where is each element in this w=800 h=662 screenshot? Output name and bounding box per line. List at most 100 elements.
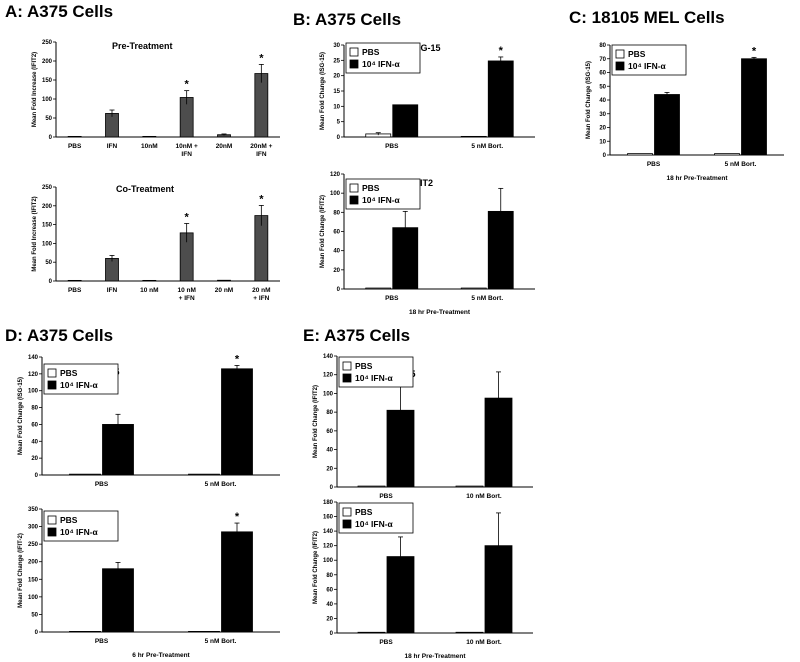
chart-a-0: 0 50 100 150 200 250 Mean Fold Increase (IFIT2… bbox=[32, 40, 280, 158]
significance-star: * bbox=[235, 353, 240, 365]
y-tick-label: 20 bbox=[326, 616, 333, 622]
chart-e-8: 0 20 40 60 80 100 120 140 160 180 Mean Fold Change… bbox=[313, 500, 533, 660]
y-tick-label: 10 bbox=[333, 104, 340, 110]
legend-label: 10⁴ IFN-α bbox=[362, 195, 401, 205]
legend-swatch bbox=[349, 183, 359, 193]
bar bbox=[188, 473, 220, 476]
legend-swatch bbox=[349, 59, 359, 69]
bar bbox=[357, 485, 386, 488]
y-tick-label: 100 bbox=[323, 391, 334, 397]
bar bbox=[392, 227, 419, 290]
x-axis-label: 18 hr Pre-Treatment bbox=[404, 653, 466, 660]
y-tick-label: 40 bbox=[599, 98, 606, 104]
y-tick-label: 100 bbox=[42, 97, 53, 103]
bar bbox=[357, 631, 386, 634]
legend-swatch bbox=[349, 195, 359, 205]
significance-star: * bbox=[185, 79, 190, 91]
significance-star: * bbox=[499, 45, 504, 57]
bar bbox=[392, 104, 419, 138]
category-label: 10 nM bbox=[140, 287, 158, 294]
category-label: 20nM bbox=[216, 143, 233, 150]
y-tick-label: 50 bbox=[45, 260, 52, 266]
legend-swatch bbox=[342, 361, 352, 371]
y-tick-label: 200 bbox=[28, 560, 39, 566]
y-tick-label: 100 bbox=[323, 558, 334, 564]
y-tick-label: 0 bbox=[337, 287, 341, 293]
y-tick-label: 140 bbox=[28, 355, 39, 361]
category-label: PBS bbox=[379, 639, 393, 646]
y-tick-label: 0 bbox=[330, 485, 334, 491]
chart-a-1: 0 50 100 150 200 250 Mean Fold Increase (IFIT2… bbox=[32, 184, 280, 302]
y-tick-label: 40 bbox=[326, 602, 333, 608]
significance-star: * bbox=[185, 211, 190, 223]
legend-swatch bbox=[349, 47, 359, 57]
legend-swatch bbox=[47, 515, 57, 525]
legend-swatch bbox=[47, 368, 57, 378]
category-label: 5 nM Bort. bbox=[205, 481, 237, 488]
y-tick-label: 200 bbox=[42, 59, 53, 65]
chart-title: ISG-15 bbox=[412, 43, 441, 53]
bar bbox=[142, 135, 157, 138]
y-tick-label: 60 bbox=[326, 587, 333, 593]
x-axis-label: 18 hr Pre-Treatment bbox=[409, 309, 471, 316]
chart-d-6: 0 50 100 150 200 250 300 350 Mean Fold Change (I… bbox=[18, 507, 280, 659]
y-tick-label: 30 bbox=[599, 112, 606, 118]
category-label: 5 nM Bort. bbox=[725, 161, 757, 168]
y-tick-label: 60 bbox=[31, 422, 38, 428]
chart-e-7: 0 20 40 60 80 100 120 140 Mean Fold Change (IFIT… bbox=[313, 354, 533, 500]
y-tick-label: 5 bbox=[337, 120, 341, 126]
y-axis-label: Mean Fold Change (ISG-15) bbox=[320, 52, 326, 130]
y-tick-label: 120 bbox=[323, 544, 334, 550]
bar bbox=[221, 531, 253, 633]
legend: PBS 10⁴ IFN-α bbox=[345, 178, 421, 210]
y-tick-label: 20 bbox=[31, 456, 38, 462]
legend-swatch bbox=[342, 373, 352, 383]
legend-label: PBS bbox=[60, 515, 78, 525]
legend-swatch bbox=[615, 49, 625, 59]
category-label: 10 nM bbox=[177, 287, 195, 294]
category-label: PBS bbox=[385, 143, 399, 150]
y-tick-label: 20 bbox=[333, 268, 340, 274]
legend-label: 10⁴ IFN-α bbox=[355, 373, 394, 383]
legend-label: PBS bbox=[362, 47, 380, 57]
chart-title: IFIT2 bbox=[412, 178, 433, 188]
bar bbox=[142, 279, 157, 282]
category-label: + IFN bbox=[253, 295, 269, 302]
y-tick-label: 300 bbox=[28, 525, 39, 531]
bar bbox=[460, 287, 487, 290]
y-tick-label: 180 bbox=[323, 500, 334, 506]
bar bbox=[741, 58, 767, 156]
bar bbox=[67, 279, 82, 282]
category-label: 20 nM bbox=[215, 287, 233, 294]
y-tick-label: 50 bbox=[31, 612, 38, 618]
bar bbox=[487, 60, 514, 138]
legend-label: PBS bbox=[60, 368, 78, 378]
y-tick-label: 250 bbox=[42, 185, 53, 191]
chart-title: Co-Treatment bbox=[116, 184, 174, 194]
legend: PBS 10⁴ IFN-α bbox=[338, 502, 414, 534]
category-label: IFN bbox=[107, 143, 118, 150]
y-tick-label: 150 bbox=[42, 78, 53, 84]
chart-b-3: 0 20 40 60 80 100 120 Mean Fold Change (IFIT2) I… bbox=[320, 172, 535, 316]
y-tick-label: 80 bbox=[326, 573, 333, 579]
category-label: 20 nM bbox=[252, 287, 270, 294]
y-tick-label: 120 bbox=[323, 373, 334, 379]
category-label: IFN bbox=[107, 287, 118, 294]
y-tick-label: 60 bbox=[599, 71, 606, 77]
category-label: PBS bbox=[68, 143, 82, 150]
bar bbox=[221, 368, 253, 476]
y-tick-label: 40 bbox=[333, 249, 340, 255]
legend-label: 10⁴ IFN-α bbox=[628, 61, 667, 71]
y-tick-label: 70 bbox=[599, 57, 606, 63]
y-tick-label: 80 bbox=[326, 410, 333, 416]
y-tick-label: 0 bbox=[35, 473, 39, 479]
legend-swatch bbox=[342, 519, 352, 529]
y-axis-label: Mean Fold Change (IFIT-2) bbox=[18, 533, 24, 608]
y-tick-label: 0 bbox=[49, 135, 53, 141]
y-tick-label: 0 bbox=[49, 279, 53, 285]
y-tick-label: 20 bbox=[326, 466, 333, 472]
category-label: 10nM bbox=[141, 143, 158, 150]
category-label: PBS bbox=[385, 295, 399, 302]
y-tick-label: 150 bbox=[28, 577, 39, 583]
